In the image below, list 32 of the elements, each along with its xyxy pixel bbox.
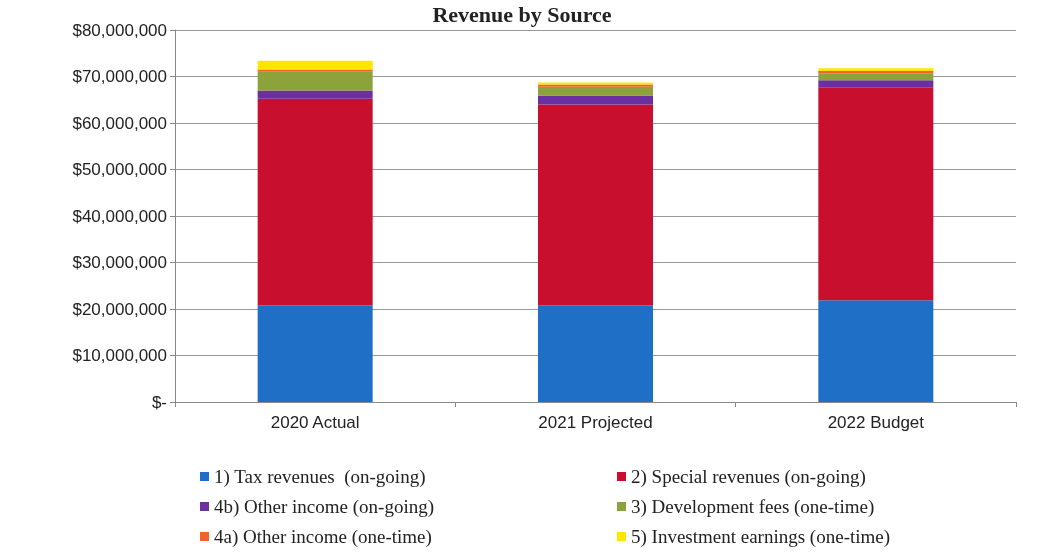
bar bbox=[538, 104, 653, 306]
bar bbox=[538, 86, 653, 96]
y-tick-label: $70,000,000 bbox=[72, 67, 167, 86]
x-tick-label: 2022 Budget bbox=[827, 413, 925, 432]
y-tick-label: $60,000,000 bbox=[72, 113, 167, 133]
bar bbox=[257, 305, 373, 402]
bar bbox=[538, 305, 653, 402]
y-tick-label: $10,000,000 bbox=[72, 346, 167, 365]
bar bbox=[538, 95, 653, 105]
y-tick-label: $80,000,000 bbox=[72, 20, 167, 40]
legend-label: 3) Development fees (one-time) bbox=[631, 496, 875, 518]
y-tick-label: $20,000,000 bbox=[72, 299, 167, 319]
y-tick-label: $50,000,000 bbox=[72, 160, 167, 179]
bar bbox=[818, 73, 934, 81]
bar bbox=[257, 98, 373, 306]
bar bbox=[818, 80, 934, 88]
bar bbox=[257, 71, 373, 91]
y-tick-label: $40,000,000 bbox=[72, 206, 167, 226]
bar bbox=[818, 300, 934, 402]
y-tick-label: $- bbox=[151, 392, 167, 412]
y-tick-label: $30,000,000 bbox=[72, 253, 167, 272]
legend-label: 1) Tax revenues (on-going) bbox=[214, 466, 426, 488]
x-tick-label: 2021 Projected bbox=[538, 413, 653, 432]
bar bbox=[257, 90, 373, 99]
bar bbox=[257, 60, 373, 70]
bar bbox=[818, 87, 934, 301]
legend-label: 4a) Other income (one-time) bbox=[214, 526, 432, 548]
x-tick-label: 2020 Actual bbox=[270, 413, 360, 432]
legend-label: 4b) Other income (on-going) bbox=[214, 496, 435, 518]
legend-label: 5) Investment earnings (one-time) bbox=[631, 526, 891, 548]
legend-label: 2) Special revenues (on-going) bbox=[631, 466, 866, 488]
chart-title: Revenue by Source bbox=[432, 1, 612, 27]
